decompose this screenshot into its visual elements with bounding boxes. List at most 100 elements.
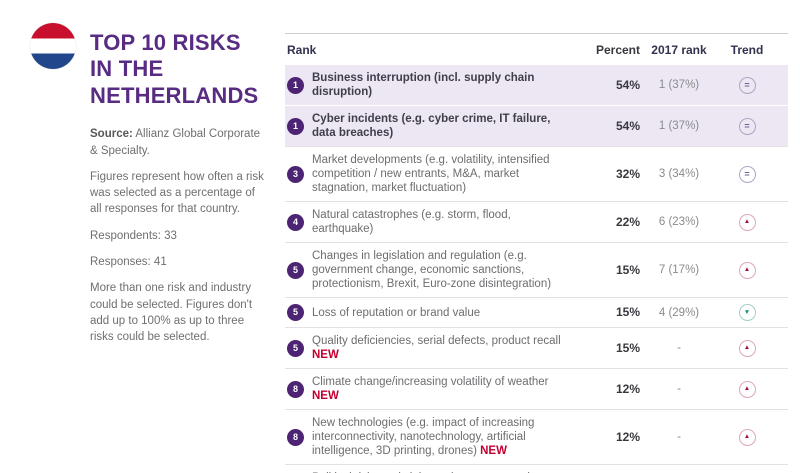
trend-cell: = <box>718 117 788 135</box>
percent-value: 54% <box>615 118 640 133</box>
percent-value: 12% <box>615 381 640 396</box>
risk-cell: Loss of reputation or brand value <box>312 306 582 320</box>
new-badge: NEW <box>480 445 507 458</box>
risk-cell: Changes in legislation and regulation (e… <box>312 249 582 291</box>
percent-value: 54% <box>615 77 640 92</box>
risk-cell: Cyber incidents (e.g. cyber crime, IT fa… <box>312 112 582 140</box>
title-line: TOP 10 RISKS <box>90 30 241 55</box>
table-row: 5 Quality deficiencies, serial defects, … <box>285 327 788 368</box>
table-row: 1 Cyber incidents (e.g. cyber crime, IT … <box>285 105 788 147</box>
source-note: Source: Allianz Global Corporate & Speci… <box>90 126 268 159</box>
prev-rank-value: - <box>677 383 681 396</box>
rank-cell: 8 <box>285 428 312 446</box>
risk-text: Quality deficiencies, serial defects, pr… <box>312 335 561 348</box>
trend-icon: ▲ <box>738 261 756 279</box>
rank-cell: 8 <box>285 380 312 398</box>
prev-rank-value: 7 (17%) <box>658 264 700 277</box>
risk-table: Rank Percent 2017 rank Trend 1 Business … <box>285 33 788 473</box>
trend-icon: ▲ <box>738 339 756 357</box>
responses-count: Responses: 41 <box>90 256 167 269</box>
rank-cell: 5 <box>285 304 312 322</box>
header-percent: Percent <box>595 43 640 57</box>
risk-cell: New technologies (e.g. impact of increas… <box>312 416 582 458</box>
table-row: 8 Climate change/increasing volatility o… <box>285 368 788 409</box>
risk-cell: Natural catastrophes (e.g. storm, flood,… <box>312 208 582 236</box>
new-badge: NEW <box>312 390 339 403</box>
rank-badge: 5 <box>287 261 304 279</box>
risk-cell: Market developments (e.g. volatility, in… <box>312 153 582 195</box>
methodology-note: Figures represent how often a risk was s… <box>90 170 264 216</box>
prev-rank-value: 3 (34%) <box>658 168 700 181</box>
rank-badge: 8 <box>287 380 304 398</box>
table-row: 1 Business interruption (incl. supply ch… <box>285 65 788 106</box>
trend-cell: ▲ <box>718 428 788 446</box>
title-line: NETHERLANDS <box>90 82 259 108</box>
risk-table-body: 1 Business interruption (incl. supply ch… <box>285 65 788 473</box>
rank-badge: 1 <box>287 117 304 135</box>
percent-value: 12% <box>615 429 640 444</box>
percent-value: 32% <box>615 166 640 181</box>
rank-cell: 5 <box>285 339 312 357</box>
risk-cell: Business interruption (incl. supply chai… <box>312 71 582 99</box>
table-row: 8 New technologies (e.g. impact of incre… <box>285 409 788 464</box>
netherlands-flag-icon <box>30 23 76 69</box>
trend-cell: = <box>718 76 788 94</box>
trend-cell: ▼ <box>718 304 788 322</box>
table-row: 10 Political risks and violence (e.g. wa… <box>285 464 788 473</box>
risk-text: Natural catastrophes (e.g. storm, flood,… <box>312 209 511 236</box>
header-rank: Rank <box>287 43 317 57</box>
prev-rank-value: 1 (37%) <box>658 79 700 91</box>
trend-cell: ▲ <box>718 261 788 279</box>
table-row: 5 Loss of reputation or brand value 15% … <box>285 297 788 327</box>
risk-cell: Climate change/increasing volatility of … <box>312 375 582 403</box>
risk-text: Climate change/increasing volatility of … <box>312 376 549 389</box>
table-row: 3 Market developments (e.g. volatility, … <box>285 146 788 201</box>
source-label: Source: <box>90 128 133 141</box>
rank-cell: 5 <box>285 261 312 279</box>
rank-badge: 4 <box>287 213 304 231</box>
page-title: TOP 10 RISKS IN THE NETHERLANDS <box>90 30 268 109</box>
risk-text: Changes in legislation and regulation (e… <box>312 250 552 291</box>
header-trend: Trend <box>730 43 764 57</box>
source-text: Allianz Global Corporate & Specialty. <box>90 128 261 157</box>
risk-text: New technologies (e.g. impact of increas… <box>312 417 535 458</box>
trend-cell: = <box>718 165 788 183</box>
trend-icon: ▲ <box>738 428 756 446</box>
prev-rank-value: 1 (37%) <box>658 120 700 133</box>
trend-icon: = <box>738 117 756 135</box>
header-2017-rank: 2017 rank <box>651 43 707 57</box>
respondents-count: Respondents: 33 <box>90 229 177 242</box>
risk-text: Market developments (e.g. volatility, in… <box>312 154 550 195</box>
rank-cell: 4 <box>285 213 312 231</box>
rank-badge: 3 <box>287 165 304 183</box>
rank-badge: 5 <box>287 304 304 322</box>
rank-cell: 1 <box>285 76 312 94</box>
rank-cell: 3 <box>285 165 312 183</box>
risk-text: Business interruption (incl. supply chai… <box>312 72 535 99</box>
trend-icon: ▲ <box>738 380 756 398</box>
trend-cell: ▲ <box>718 339 788 357</box>
info-panel: TOP 10 RISKS IN THE NETHERLANDS Source: … <box>90 30 268 346</box>
table-header-row: Rank Percent 2017 rank Trend <box>285 34 788 65</box>
risk-text: Loss of reputation or brand value <box>312 306 481 319</box>
prev-rank-value: - <box>677 342 681 355</box>
prev-rank-value: - <box>677 431 681 444</box>
risk-text: Cyber incidents (e.g. cyber crime, IT fa… <box>312 113 551 140</box>
rank-badge: 8 <box>287 428 304 446</box>
percent-value: 15% <box>615 262 640 277</box>
trend-icon: ▼ <box>738 304 756 322</box>
table-row: 5 Changes in legislation and regulation … <box>285 242 788 297</box>
trend-icon: = <box>738 165 756 183</box>
risk-cell: Quality deficiencies, serial defects, pr… <box>312 334 582 362</box>
prev-rank-value: 4 (29%) <box>658 306 700 319</box>
percent-value: 22% <box>615 214 640 229</box>
new-badge: NEW <box>312 349 339 362</box>
selection-note: More than one risk and industry could be… <box>90 282 253 344</box>
trend-icon: ▲ <box>738 213 756 231</box>
rank-badge: 1 <box>287 76 304 94</box>
rank-cell: 1 <box>285 117 312 135</box>
prev-rank-value: 6 (23%) <box>658 216 700 229</box>
percent-value: 15% <box>615 340 640 355</box>
table-row: 4 Natural catastrophes (e.g. storm, floo… <box>285 201 788 242</box>
